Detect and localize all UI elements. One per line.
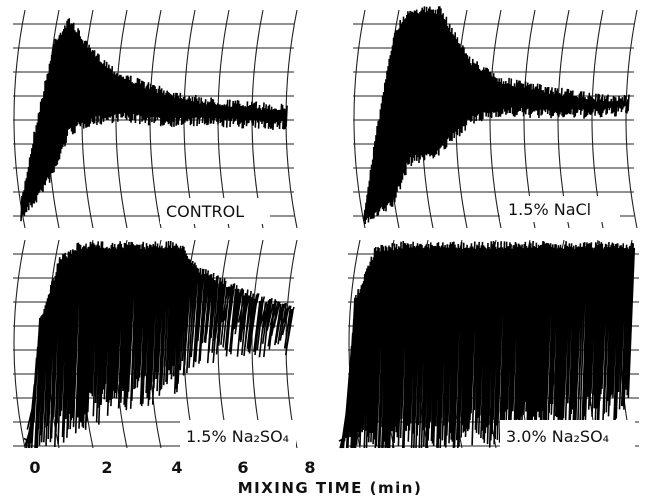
x-axis-label: MIXING TIME (min) xyxy=(238,479,423,497)
grid-arc xyxy=(489,9,502,229)
x-tick-label: 6 xyxy=(237,458,248,477)
traces xyxy=(20,6,636,449)
trace xyxy=(363,6,630,225)
grid-arc xyxy=(557,9,570,229)
panel-label: 1.5% NaCl xyxy=(508,200,591,219)
grid-arc xyxy=(115,9,128,229)
trace xyxy=(338,240,636,449)
grid-arc xyxy=(625,9,638,229)
x-tick-label: 0 xyxy=(29,458,40,477)
x-tick-label: 2 xyxy=(101,458,112,477)
grid-arc xyxy=(523,9,536,229)
grid-arc xyxy=(13,239,26,449)
trace xyxy=(20,18,288,222)
x-tick-label: 8 xyxy=(304,458,315,477)
label-bg xyxy=(180,420,296,448)
grid-arc xyxy=(591,9,604,229)
label-bg xyxy=(500,196,620,222)
x-tick-label: 4 xyxy=(171,458,182,477)
grid-arc xyxy=(13,9,26,229)
panel-label: 3.0% Na₂SO₄ xyxy=(506,427,609,446)
trace xyxy=(23,241,295,449)
grid-arc xyxy=(353,9,366,229)
panel-label: CONTROL xyxy=(166,202,244,221)
label-bg xyxy=(160,198,270,224)
grid-arc xyxy=(285,9,298,229)
panel-label: 1.5% Na₂SO₄ xyxy=(186,427,289,446)
label-bg xyxy=(500,420,635,448)
